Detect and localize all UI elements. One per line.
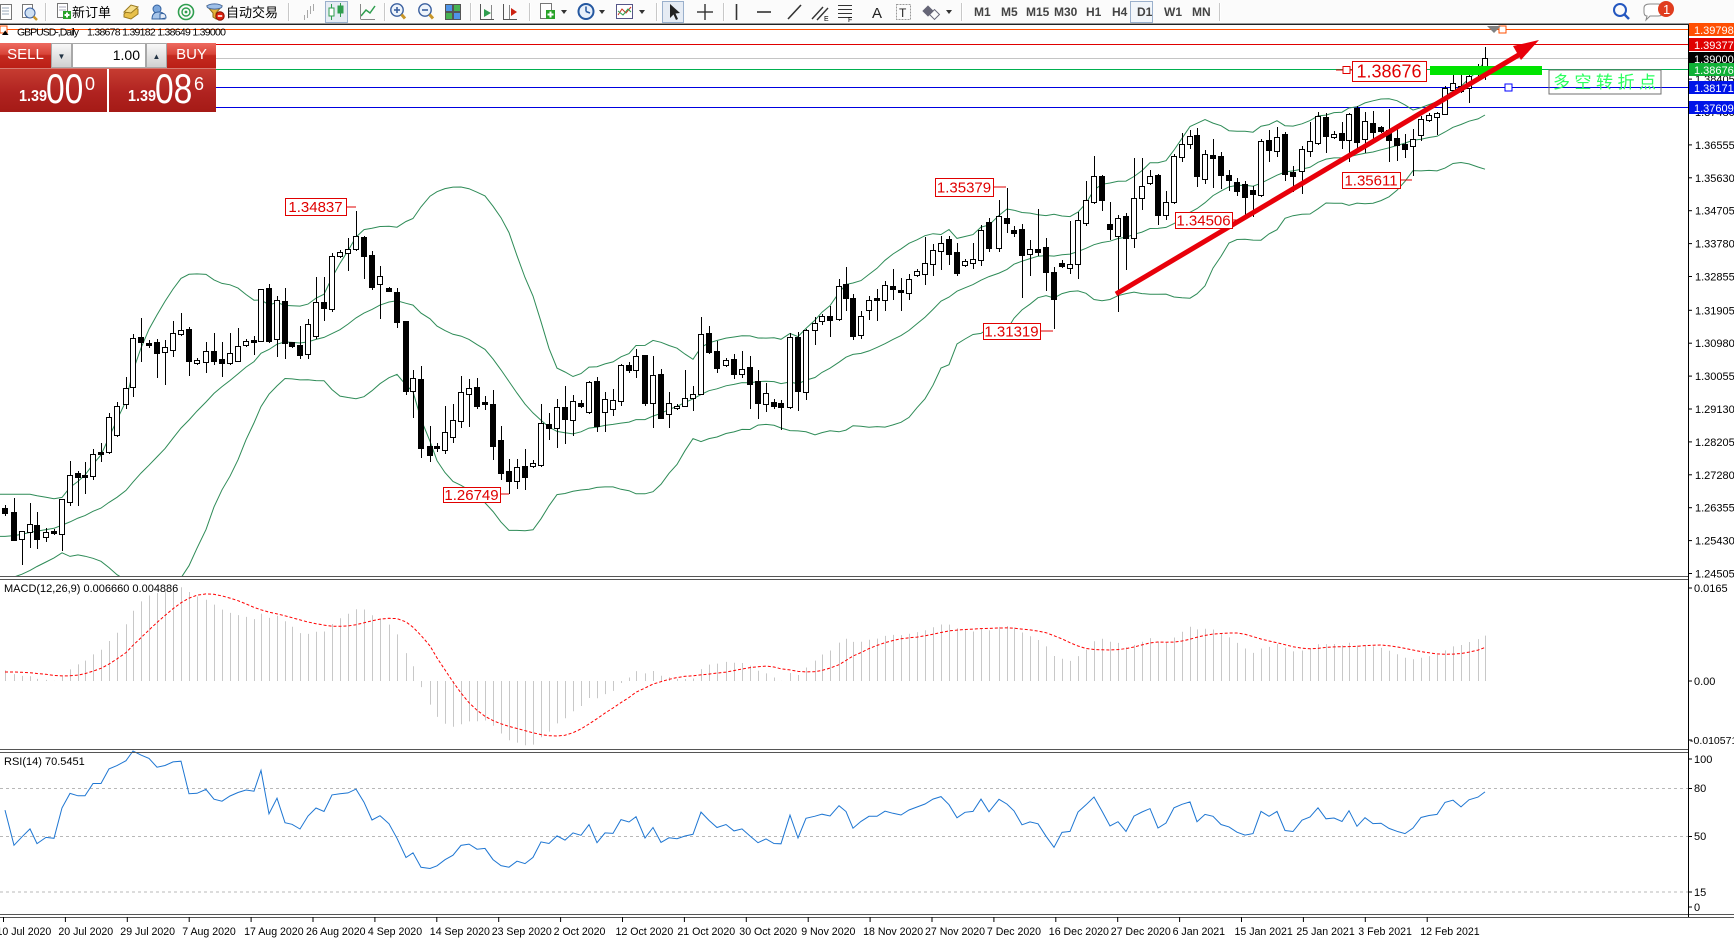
svg-text:14 Sep 2020: 14 Sep 2020 bbox=[430, 926, 490, 938]
svg-text:17 Aug 2020: 17 Aug 2020 bbox=[244, 926, 304, 938]
svg-text:1.34705: 1.34705 bbox=[1695, 206, 1734, 218]
svg-text:15 Jan 2021: 15 Jan 2021 bbox=[1235, 926, 1293, 938]
svg-text:1.27280: 1.27280 bbox=[1695, 470, 1734, 482]
svg-text:T: T bbox=[899, 6, 907, 20]
svg-text:1.30980: 1.30980 bbox=[1695, 338, 1734, 350]
svg-text:多空转折点: 多空转折点 bbox=[1553, 73, 1661, 92]
svg-text:16 Dec 2020: 16 Dec 2020 bbox=[1049, 926, 1109, 938]
svg-text:0: 0 bbox=[1694, 902, 1700, 914]
svg-text:1.36555: 1.36555 bbox=[1695, 140, 1734, 152]
svg-text:1.37609: 1.37609 bbox=[1694, 103, 1734, 115]
svg-text:自动交易: 自动交易 bbox=[226, 5, 278, 20]
svg-text:M5: M5 bbox=[1001, 5, 1018, 19]
svg-text:25 Jan 2021: 25 Jan 2021 bbox=[1296, 926, 1354, 938]
svg-text:W1: W1 bbox=[1164, 5, 1182, 19]
svg-text:1.35611: 1.35611 bbox=[1344, 172, 1397, 189]
svg-text:20 Jul 2020: 20 Jul 2020 bbox=[58, 926, 113, 938]
svg-text:A: A bbox=[872, 5, 882, 22]
svg-text:2 Oct 2020: 2 Oct 2020 bbox=[554, 926, 606, 938]
svg-text:D1: D1 bbox=[1137, 5, 1153, 19]
svg-text:21 Oct 2020: 21 Oct 2020 bbox=[677, 926, 735, 938]
svg-text:1.34837: 1.34837 bbox=[288, 199, 342, 216]
svg-text:12 Feb 2021: 12 Feb 2021 bbox=[1420, 926, 1480, 938]
svg-text:1.26749: 1.26749 bbox=[444, 487, 498, 504]
svg-text:1.25430: 1.25430 bbox=[1695, 536, 1734, 548]
svg-text:1.38676: 1.38676 bbox=[1356, 62, 1421, 82]
svg-text:1.30055: 1.30055 bbox=[1695, 371, 1734, 383]
svg-text:1.39798: 1.39798 bbox=[1694, 25, 1734, 37]
svg-text:15: 15 bbox=[1694, 887, 1706, 899]
svg-text:18 Nov 2020: 18 Nov 2020 bbox=[863, 926, 923, 938]
svg-text:6 Jan 2021: 6 Jan 2021 bbox=[1173, 926, 1226, 938]
svg-text:1.38171: 1.38171 bbox=[1694, 83, 1734, 95]
svg-text:MACD(12,26,9) 0.006660 0.00488: MACD(12,26,9) 0.006660 0.004886 bbox=[4, 583, 178, 595]
svg-text:1.31905: 1.31905 bbox=[1695, 305, 1734, 317]
svg-text:F: F bbox=[848, 17, 852, 24]
svg-text:MN: MN bbox=[1192, 5, 1211, 19]
svg-text:50: 50 bbox=[1694, 831, 1706, 843]
svg-text:E: E bbox=[824, 16, 829, 23]
svg-text:29 Jul 2020: 29 Jul 2020 bbox=[120, 926, 175, 938]
svg-text:-0.010571: -0.010571 bbox=[1690, 735, 1734, 747]
svg-text:1.34506: 1.34506 bbox=[1176, 212, 1230, 229]
svg-text:M1: M1 bbox=[974, 5, 991, 19]
svg-text:100: 100 bbox=[1694, 754, 1712, 766]
svg-text:1: 1 bbox=[1663, 2, 1670, 17]
svg-text:H1: H1 bbox=[1086, 5, 1102, 19]
svg-text:M15: M15 bbox=[1026, 5, 1050, 19]
svg-text:26 Aug 2020: 26 Aug 2020 bbox=[306, 926, 366, 938]
svg-text:30 Oct 2020: 30 Oct 2020 bbox=[739, 926, 797, 938]
svg-text:1.32855: 1.32855 bbox=[1695, 272, 1734, 284]
svg-text:4 Sep 2020: 4 Sep 2020 bbox=[368, 926, 422, 938]
svg-text:27 Dec 2020: 27 Dec 2020 bbox=[1111, 926, 1171, 938]
svg-text:GBPUSD-,Daily: GBPUSD-,Daily bbox=[17, 27, 80, 39]
svg-text:1.24505: 1.24505 bbox=[1695, 569, 1734, 581]
svg-text:23 Sep 2020: 23 Sep 2020 bbox=[492, 926, 552, 938]
svg-text:1.26355: 1.26355 bbox=[1695, 503, 1734, 515]
svg-text:3 Feb 2021: 3 Feb 2021 bbox=[1358, 926, 1412, 938]
svg-text:7 Aug 2020: 7 Aug 2020 bbox=[182, 926, 236, 938]
svg-text:10 Jul 2020: 10 Jul 2020 bbox=[0, 926, 51, 938]
svg-text:7 Dec 2020: 7 Dec 2020 bbox=[987, 926, 1041, 938]
svg-text:0.00: 0.00 bbox=[1694, 676, 1715, 688]
svg-text:新订单: 新订单 bbox=[72, 5, 111, 20]
svg-text:RSI(14) 70.5451: RSI(14) 70.5451 bbox=[4, 756, 85, 768]
svg-text:0.0165: 0.0165 bbox=[1694, 583, 1728, 595]
svg-text:1.31319: 1.31319 bbox=[984, 323, 1038, 340]
svg-text:1.29130: 1.29130 bbox=[1695, 404, 1734, 416]
svg-text:1.38676: 1.38676 bbox=[1694, 65, 1734, 77]
svg-text:80: 80 bbox=[1694, 783, 1706, 795]
svg-text:9 Nov 2020: 9 Nov 2020 bbox=[801, 926, 855, 938]
svg-text:M30: M30 bbox=[1054, 5, 1078, 19]
svg-text:1.28205: 1.28205 bbox=[1695, 437, 1734, 449]
svg-text:27 Nov 2020: 27 Nov 2020 bbox=[925, 926, 985, 938]
svg-text:H4: H4 bbox=[1112, 5, 1128, 19]
svg-text:1.35630: 1.35630 bbox=[1695, 173, 1734, 185]
svg-text:1.39377: 1.39377 bbox=[1694, 40, 1734, 52]
svg-text:1.33780: 1.33780 bbox=[1695, 239, 1734, 251]
svg-text:1.38678 1.39182 1.38649 1.3900: 1.38678 1.39182 1.38649 1.39000 bbox=[87, 27, 226, 39]
svg-text:12 Oct 2020: 12 Oct 2020 bbox=[616, 926, 674, 938]
svg-text:1.35379: 1.35379 bbox=[937, 179, 991, 196]
